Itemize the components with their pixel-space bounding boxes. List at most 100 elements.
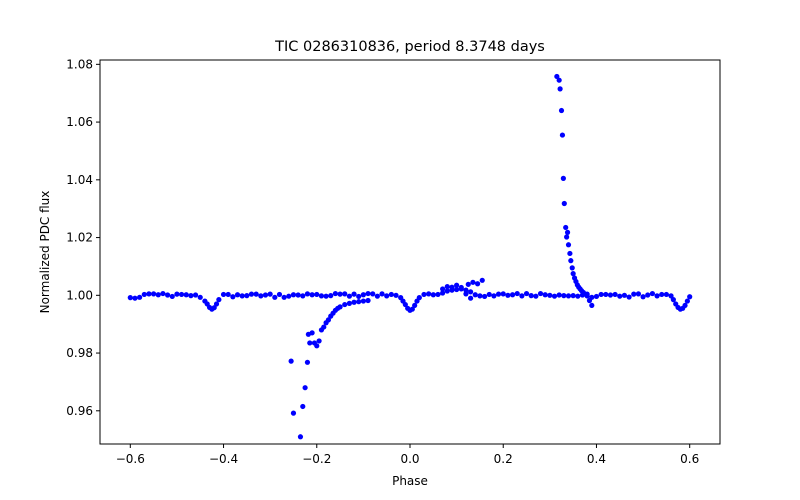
data-point bbox=[584, 291, 590, 297]
data-point bbox=[192, 292, 199, 298]
data-point bbox=[570, 293, 576, 299]
data-point bbox=[593, 293, 600, 300]
data-point bbox=[603, 291, 609, 298]
y-tick-label: 1.02 bbox=[66, 231, 93, 245]
data-point bbox=[309, 292, 315, 298]
data-point bbox=[346, 300, 352, 306]
data-point bbox=[561, 293, 567, 299]
data-point bbox=[567, 250, 573, 257]
chart-title: TIC 0286310836, period 8.3748 days bbox=[274, 39, 545, 55]
data-point bbox=[598, 291, 604, 298]
data-point bbox=[474, 281, 481, 287]
data-point bbox=[558, 107, 565, 114]
data-point bbox=[554, 73, 560, 80]
data-point bbox=[388, 291, 394, 298]
data-point bbox=[444, 288, 450, 294]
y-tick-label: 0.98 bbox=[66, 346, 93, 360]
data-point bbox=[356, 299, 362, 305]
x-axis-label: Phase bbox=[392, 474, 428, 488]
data-point bbox=[356, 293, 362, 300]
data-point bbox=[449, 284, 455, 290]
data-point bbox=[309, 330, 315, 336]
data-point bbox=[547, 292, 553, 298]
data-point bbox=[225, 291, 231, 298]
x-tick-label: 0.2 bbox=[494, 452, 513, 466]
data-point bbox=[244, 293, 250, 299]
data-point bbox=[342, 291, 348, 297]
data-point bbox=[272, 294, 278, 300]
data-point bbox=[687, 294, 693, 300]
data-point bbox=[178, 291, 185, 298]
data-point bbox=[564, 229, 571, 235]
data-point bbox=[523, 290, 530, 297]
data-point bbox=[160, 290, 166, 297]
data-point bbox=[519, 293, 525, 299]
data-point bbox=[409, 306, 415, 312]
data-point bbox=[288, 358, 294, 364]
data-point bbox=[346, 293, 352, 299]
x-tick-label: −0.2 bbox=[302, 452, 331, 466]
data-point bbox=[684, 298, 690, 304]
data-point bbox=[479, 277, 485, 283]
data-point bbox=[412, 302, 418, 309]
data-point bbox=[384, 293, 390, 299]
data-point bbox=[454, 286, 460, 293]
data-point bbox=[468, 295, 474, 301]
data-point bbox=[304, 359, 311, 365]
data-point bbox=[468, 289, 474, 295]
data-point bbox=[213, 301, 220, 307]
data-point bbox=[393, 292, 399, 298]
data-point bbox=[500, 291, 506, 297]
data-point bbox=[374, 293, 380, 299]
data-point bbox=[458, 284, 464, 291]
data-point bbox=[337, 291, 343, 297]
data-point bbox=[533, 293, 539, 299]
axis-ticks: −0.6 −0.4 −0.2 0.0 0.2 0.4 0.6 0.96 0.98 1.00 1.02… bbox=[66, 57, 699, 466]
y-tick-label: 1.04 bbox=[66, 173, 93, 187]
data-point bbox=[509, 292, 516, 298]
data-point bbox=[230, 294, 236, 300]
data-point bbox=[481, 293, 488, 300]
data-point bbox=[127, 295, 133, 301]
data-point bbox=[146, 291, 152, 297]
data-point bbox=[631, 291, 637, 297]
data-point bbox=[281, 294, 287, 300]
data-point bbox=[169, 293, 175, 300]
data-point bbox=[262, 292, 269, 298]
data-point bbox=[505, 292, 511, 298]
y-tick-label: 1.08 bbox=[66, 57, 93, 71]
data-point bbox=[286, 293, 292, 299]
data-point bbox=[491, 293, 497, 299]
data-point bbox=[561, 200, 567, 207]
data-point bbox=[239, 293, 245, 299]
data-point bbox=[486, 291, 492, 298]
data-point bbox=[682, 302, 688, 309]
data-point bbox=[365, 290, 371, 297]
data-point bbox=[621, 292, 628, 298]
data-point bbox=[337, 304, 343, 310]
data-point bbox=[663, 291, 669, 298]
data-point bbox=[141, 291, 147, 298]
data-point bbox=[463, 291, 469, 297]
data-point bbox=[575, 293, 581, 299]
data-point bbox=[551, 293, 558, 299]
data-point bbox=[234, 292, 241, 298]
data-point bbox=[151, 291, 157, 297]
data-point bbox=[421, 291, 427, 298]
x-tick-label: −0.6 bbox=[116, 452, 145, 466]
x-tick-label: 0.4 bbox=[587, 452, 606, 466]
data-point bbox=[325, 317, 332, 323]
data-point bbox=[556, 292, 562, 298]
data-point bbox=[220, 291, 227, 298]
data-point bbox=[351, 291, 357, 297]
data-point bbox=[258, 293, 264, 299]
data-point bbox=[164, 292, 171, 298]
data-point bbox=[297, 434, 304, 440]
data-point bbox=[670, 297, 676, 303]
data-point bbox=[635, 291, 642, 297]
y-tick-label: 1.06 bbox=[66, 115, 93, 129]
data-point bbox=[316, 338, 322, 344]
y-axis-label: Normalized PDC flux bbox=[38, 191, 52, 314]
